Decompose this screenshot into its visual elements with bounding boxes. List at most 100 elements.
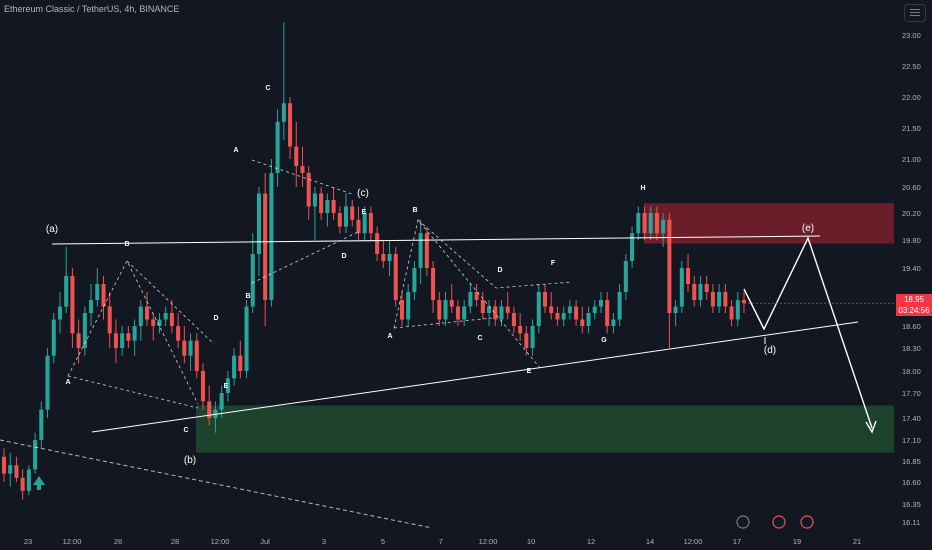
candle-body (654, 213, 659, 234)
support-zone (196, 405, 894, 453)
candle-body (33, 440, 38, 470)
arrow-up-icon (33, 476, 45, 490)
candle-body (281, 103, 286, 122)
candle-body (95, 284, 100, 300)
wave-label: D (213, 315, 218, 322)
candle-body (723, 292, 728, 307)
candle-body (741, 300, 747, 304)
candle-body (120, 333, 125, 348)
candle-body (145, 306, 150, 320)
x-tick-label: 10 (527, 537, 535, 546)
candle-body (493, 306, 498, 320)
candle-body (57, 306, 62, 320)
candle-body (101, 284, 106, 307)
y-tick-label: 21.00 (902, 155, 921, 164)
candle-body (580, 319, 585, 326)
menu-icon[interactable] (904, 4, 926, 22)
wave-guide-line (126, 260, 215, 345)
candle-body (418, 233, 423, 268)
y-tick-label: 19.80 (902, 236, 921, 245)
candle-body (39, 409, 44, 440)
wave-guide-line (67, 260, 199, 405)
wave-label: B (412, 207, 417, 214)
x-tick-label: 26 (114, 537, 122, 546)
wave-guide-line (417, 219, 573, 289)
candle-body (294, 146, 299, 166)
y-tick-label: 18.30 (902, 344, 921, 353)
y-tick-label: 22.50 (902, 62, 921, 71)
candle-body (704, 284, 709, 292)
wave-label: E (362, 209, 367, 216)
candle-body (151, 319, 156, 326)
candle-body (406, 292, 411, 320)
candle-body (8, 465, 13, 474)
candle-body (611, 319, 616, 326)
candle-body (1, 456, 7, 474)
candle-body (337, 213, 342, 227)
candle-body (642, 213, 647, 234)
candle-body (368, 213, 373, 234)
candle-body (555, 313, 560, 320)
y-tick-label: 16.35 (902, 500, 921, 509)
candle-body (362, 213, 367, 234)
candle-body (462, 306, 467, 320)
candle-body (132, 326, 137, 341)
candle-body (182, 340, 187, 356)
candle-body (698, 284, 703, 300)
candle-body (399, 300, 405, 320)
candle-body (505, 306, 510, 313)
candle-body (437, 300, 442, 320)
candle-body (474, 292, 479, 300)
wave-guide-line (251, 231, 359, 284)
wave-label: E (224, 383, 229, 390)
candle-body (232, 355, 237, 379)
candle-body (238, 355, 243, 371)
x-tick-label: Jul (260, 537, 270, 546)
wave-label: H (640, 185, 645, 192)
wave-label: C (477, 335, 482, 342)
candle-body (26, 469, 31, 491)
candle-body (325, 200, 330, 213)
candle-body (157, 319, 162, 326)
candle-body (375, 233, 380, 254)
candle-body (256, 193, 261, 254)
wave-label: A (233, 147, 238, 154)
x-tick-label: 12 (587, 537, 595, 546)
x-tick-label: 5 (381, 537, 385, 546)
candle-body (343, 206, 349, 227)
projection-path (743, 236, 873, 429)
candle-body (188, 340, 193, 356)
candle-body (549, 306, 554, 313)
candle-body (692, 284, 697, 300)
last-price-tag: 18.95 03:24:56 (896, 294, 932, 316)
candle-body (617, 292, 622, 320)
wave-guide-line (393, 317, 493, 329)
candle-body (51, 319, 56, 356)
candle-body (443, 300, 448, 320)
candle-body (480, 300, 485, 313)
wave-label: A (387, 333, 392, 340)
trendline-bottom (91, 321, 859, 433)
y-tick-label: 21.50 (902, 124, 921, 133)
lightning-icon (736, 515, 750, 529)
candle-body (76, 333, 81, 348)
y-tick-label: 16.11 (902, 518, 920, 527)
x-tick-label: 3 (322, 537, 326, 546)
candle-body (729, 306, 734, 320)
wave-label: (c) (357, 188, 369, 199)
x-tick-label: 17 (733, 537, 741, 546)
candle-body (561, 313, 566, 320)
wave-label: B (124, 241, 129, 248)
x-tick-label: 28 (171, 537, 179, 546)
candle-body (300, 166, 305, 173)
x-tick-label: 7 (439, 537, 443, 546)
y-tick-label: 19.40 (902, 264, 921, 273)
wave-label: B (245, 293, 250, 300)
candle-body (194, 340, 199, 371)
candle-body (350, 206, 355, 220)
y-tick-label: 17.40 (902, 414, 921, 423)
event-icon (772, 515, 786, 529)
candle-body (412, 268, 417, 292)
x-tick-label: 19 (793, 537, 801, 546)
